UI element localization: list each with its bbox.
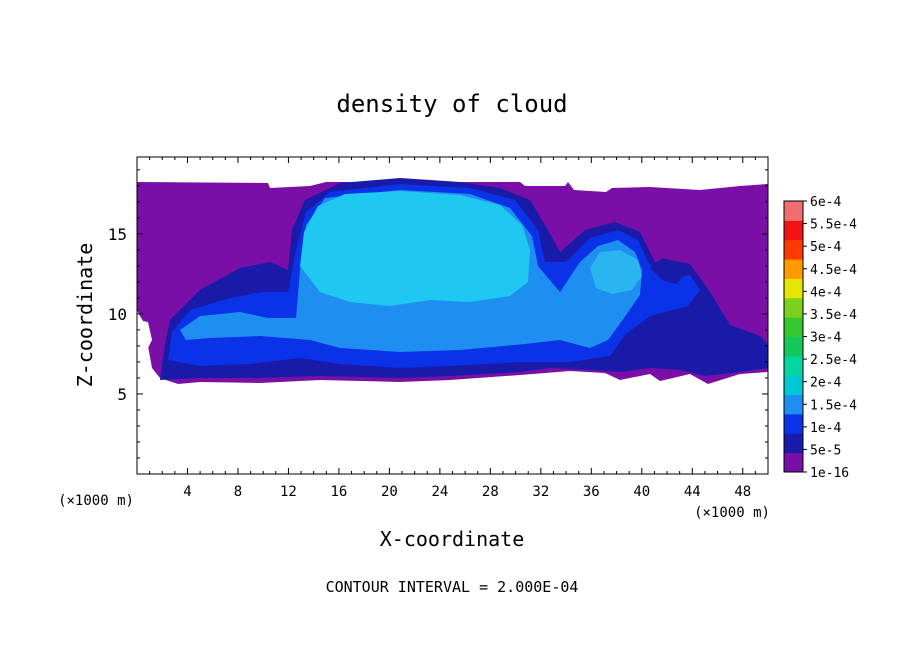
y-tick-label: 15 [108,225,127,244]
colorbar-label: 6e-4 [810,195,841,210]
y-tick-label: 10 [108,305,127,324]
chart-title: density of cloud [336,90,567,118]
colorbar-label: 5e-5 [810,443,841,458]
x-tick-label: 48 [734,484,751,500]
contour-region-level-4 [300,191,530,306]
colorbar-swatch [784,413,803,434]
x-tick-label: 32 [532,484,549,500]
colorbar-label: 4.5e-4 [810,263,857,278]
colorbar-swatch [784,317,803,337]
colorbar-swatch [784,433,803,454]
y-tick-label: 5 [117,385,127,404]
x-tick-label: 20 [381,484,398,500]
colorbar-label: 4e-4 [810,285,841,300]
y-axis-label: Z-coordinate [73,243,97,388]
colorbar-label: 1e-16 [810,466,849,481]
contour-interval-note: CONTOUR INTERVAL = 2.000E-04 [326,578,579,596]
colorbar-swatch [784,259,803,279]
colorbar-label: 2.5e-4 [810,353,857,368]
x-tick-label: 12 [280,484,297,500]
x-axis-label: X-coordinate [380,527,525,551]
colorbar-swatch [784,394,803,415]
colorbar-swatch [784,452,803,473]
colorbar-label: 2e-4 [810,376,841,391]
cloud-density-field [137,178,768,384]
x-tick-label: 44 [684,484,701,500]
contour-region-vortex [650,258,684,284]
colorbar-swatch [784,220,803,241]
colorbar-label: 1.5e-4 [810,398,857,413]
colorbar-swatch [784,239,803,260]
colorbar-swatch [784,336,803,357]
colorbar-swatch [784,297,803,318]
x-tick-label: 16 [330,484,347,500]
colorbar-swatch [784,278,803,299]
y-axis-ticks: 5 10 15 [108,169,768,459]
x-tick-label: 8 [234,484,242,500]
colorbar-swatch [784,375,803,396]
colorbar-label: 3e-4 [810,331,841,346]
colorbar-label: 5.5e-4 [810,218,857,233]
colorbar-swatch [784,355,803,376]
x-tick-label: 36 [583,484,600,500]
x-axis-ticks: 4 8 12 16 20 24 28 32 36 40 44 48 [149,157,756,500]
colorbar-label: 1e-4 [810,421,841,436]
x-tick-label: 4 [183,484,191,500]
colorbar: 1e-16 5e-5 1e-4 1.5e-4 2e-4 2.5e-4 3e-4 3.5e-4 4… [783,195,857,481]
x-unit-label: (×1000 m) [694,505,770,521]
colorbar-label: 5e-4 [810,240,841,255]
contour-gap-left [137,320,152,348]
colorbar-swatch [784,201,803,221]
x-tick-label: 24 [431,484,448,500]
x-tick-label: 40 [633,484,650,500]
x-tick-label: 28 [482,484,499,500]
y-unit-label: (×1000 m) [58,493,134,509]
contour-region-level-4b [590,250,642,294]
colorbar-label: 3.5e-4 [810,308,857,323]
